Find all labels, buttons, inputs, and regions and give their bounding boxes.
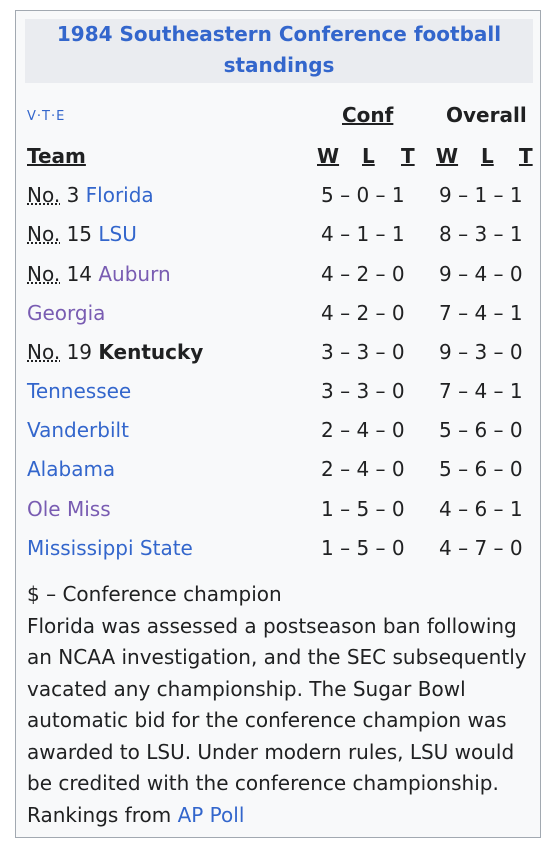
overall-record: 8 – 3 – 1 — [439, 222, 523, 246]
conf-record: 4 – 2 – 0 — [321, 301, 405, 325]
conf-ties-header: T — [401, 144, 415, 168]
table-row: No. 15 LSU 4 – 1 – 1 8 – 3 – 1 — [16, 222, 542, 261]
team-link[interactable]: Vanderbilt — [27, 418, 129, 442]
rankings-prefix: Rankings from — [27, 802, 172, 827]
overall-record: 5 – 6 – 0 — [439, 457, 523, 481]
conf-record: 1 – 5 – 0 — [321, 536, 405, 560]
conf-record: 5 – 0 – 1 — [321, 183, 405, 207]
team-cell: Alabama — [27, 457, 115, 481]
table-row: Mississippi State 1 – 5 – 0 4 – 7 – 0 — [16, 536, 542, 575]
overall-record: 7 – 4 – 1 — [439, 301, 523, 325]
vte-navbar: V·T·E — [27, 109, 66, 124]
conf-record: 3 – 3 – 0 — [321, 379, 405, 403]
team-link[interactable]: Kentucky — [98, 340, 204, 364]
overall-record: 5 – 6 – 0 — [439, 418, 523, 442]
conf-record: 2 – 4 – 0 — [321, 418, 405, 442]
overall-losses-header: L — [481, 144, 494, 168]
team-cell: No. 15 LSU — [27, 222, 137, 246]
rank-abbr: No. — [27, 340, 61, 364]
table-row: Vanderbilt 2 – 4 – 0 5 – 6 – 0 — [16, 418, 542, 457]
team-cell: Mississippi State — [27, 536, 193, 560]
ap-poll-link[interactable]: AP Poll — [177, 802, 245, 827]
overall-record: 4 – 6 – 1 — [439, 497, 523, 521]
conf-group-header: Conf — [342, 103, 394, 127]
overall-record: 7 – 4 – 1 — [439, 379, 523, 403]
team-link[interactable]: LSU — [98, 222, 137, 246]
rank-number: 19 — [66, 340, 93, 364]
view-template-link[interactable]: V — [27, 109, 37, 124]
talk-template-link[interactable]: T — [42, 109, 51, 124]
conf-losses-header: L — [362, 144, 375, 168]
team-link[interactable]: Ole Miss — [27, 497, 111, 521]
conf-record: 4 – 2 – 0 — [321, 262, 405, 286]
conf-record: 2 – 4 – 0 — [321, 457, 405, 481]
florida-note: Florida was assessed a postseason ban fo… — [27, 613, 527, 796]
rank-abbr: No. — [27, 222, 61, 246]
standings-notes: $ – Conference champion Florida was asse… — [27, 579, 532, 831]
overall-record: 9 – 3 – 0 — [439, 340, 523, 364]
team-cell: No. 3 Florida — [27, 183, 154, 207]
overall-group-header: Overall — [446, 103, 527, 127]
conf-wins-header: W — [317, 144, 340, 168]
edit-template-link[interactable]: E — [56, 109, 66, 124]
table-row: Ole Miss 1 – 5 – 0 4 – 6 – 1 — [16, 497, 542, 536]
team-cell: Georgia — [27, 301, 105, 325]
team-cell: No. 19 Kentucky — [27, 340, 203, 364]
overall-ties-header: T — [519, 144, 533, 168]
table-row: Alabama 2 – 4 – 0 5 – 6 – 0 — [16, 457, 542, 496]
conf-record: 4 – 1 – 1 — [321, 222, 405, 246]
team-cell: Vanderbilt — [27, 418, 129, 442]
overall-record: 9 – 4 – 0 — [439, 262, 523, 286]
overall-record: 9 – 1 – 1 — [439, 183, 523, 207]
team-link[interactable]: Alabama — [27, 457, 116, 481]
team-cell: Ole Miss — [27, 497, 111, 521]
team-cell: Tennessee — [27, 379, 131, 403]
rank-abbr: No. — [27, 183, 61, 207]
standings-title: 1984 Southeastern Conference football st… — [25, 19, 533, 83]
rankings-source: Rankings from AP Poll — [27, 800, 532, 832]
overall-record: 4 – 7 – 0 — [439, 536, 523, 560]
rank-number: 15 — [66, 222, 93, 246]
rank-number: 3 — [66, 183, 80, 207]
team-link[interactable]: Mississippi State — [27, 536, 193, 560]
table-row: No. 3 Florida 5 – 0 – 1 9 – 1 – 1 — [16, 183, 542, 222]
team-link[interactable]: Georgia — [27, 301, 106, 325]
standings-infobox: 1984 Southeastern Conference football st… — [15, 10, 541, 838]
conf-record: 3 – 3 – 0 — [321, 340, 405, 364]
table-row: No. 14 Auburn 4 – 2 – 0 9 – 4 – 0 — [16, 262, 542, 301]
champion-legend: $ – Conference champion — [27, 582, 282, 606]
team-cell: No. 14 Auburn — [27, 262, 171, 286]
conf-record: 1 – 5 – 0 — [321, 497, 405, 521]
team-link[interactable]: Auburn — [98, 262, 171, 286]
rank-abbr: No. — [27, 262, 61, 286]
team-link[interactable]: Florida — [85, 183, 154, 207]
table-row: No. 19 Kentucky 3 – 3 – 0 9 – 3 – 0 — [16, 340, 542, 379]
team-link[interactable]: Tennessee — [27, 379, 132, 403]
table-row: Georgia 4 – 2 – 0 7 – 4 – 1 — [16, 301, 542, 340]
team-column-header: Team — [27, 144, 86, 168]
rank-number: 14 — [66, 262, 93, 286]
overall-wins-header: W — [436, 144, 459, 168]
table-row: Tennessee 3 – 3 – 0 7 – 4 – 1 — [16, 379, 542, 418]
